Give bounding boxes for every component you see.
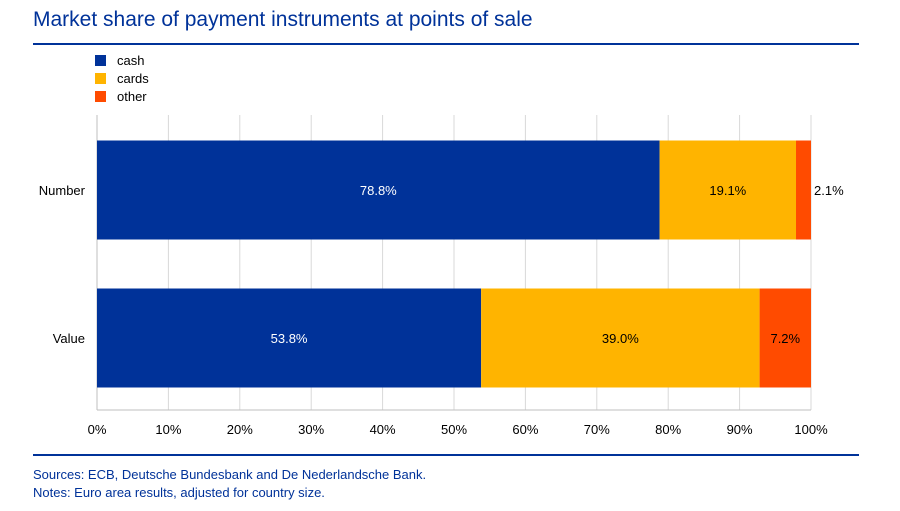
x-tick-label: 40% — [370, 422, 396, 437]
x-tick-label: 10% — [155, 422, 181, 437]
legend-label-other: other — [117, 89, 147, 104]
legend-swatch-other — [95, 91, 106, 102]
bar-segment-cash-number — [97, 140, 660, 240]
x-tick-label: 0% — [88, 422, 107, 437]
x-tick-label: 50% — [441, 422, 467, 437]
data-label-cash-number: 78.8% — [360, 183, 397, 198]
x-tick-label: 90% — [727, 422, 753, 437]
x-tick-label: 60% — [512, 422, 538, 437]
x-tick-label: 30% — [298, 422, 324, 437]
x-tick-label: 20% — [227, 422, 253, 437]
legend-label-cash: cash — [117, 53, 144, 68]
bar-segment-cards-value — [481, 288, 760, 388]
notes-text: Notes: Euro area results, adjusted for c… — [33, 485, 325, 500]
legend-swatch-cash — [95, 55, 106, 66]
data-label-cards-value: 39.0% — [602, 331, 639, 346]
bar-segment-other-value — [759, 288, 811, 388]
data-label-other-number: 2.1% — [814, 183, 844, 198]
bar-segment-cash-value — [97, 288, 482, 388]
legend-swatch-cards — [95, 73, 106, 84]
footer-divider — [33, 454, 859, 456]
x-tick-label: 80% — [655, 422, 681, 437]
category-label-number: Number — [39, 183, 86, 198]
data-label-other-value: 7.2% — [770, 331, 800, 346]
title-divider — [33, 43, 859, 45]
bar-segment-cards-number — [659, 140, 797, 240]
sources-note: Sources: ECB, Deutsche Bundesbank and De… — [33, 467, 427, 482]
data-label-cards-number: 19.1% — [709, 183, 746, 198]
x-tick-label: 70% — [584, 422, 610, 437]
category-label-value: Value — [53, 331, 85, 346]
data-label-cash-value: 53.8% — [271, 331, 308, 346]
x-tick-label: 100% — [794, 422, 828, 437]
legend-label-cards: cards — [117, 71, 149, 86]
bar-segment-other-number — [796, 140, 811, 240]
chart-title: Market share of payment instruments at p… — [33, 8, 533, 31]
